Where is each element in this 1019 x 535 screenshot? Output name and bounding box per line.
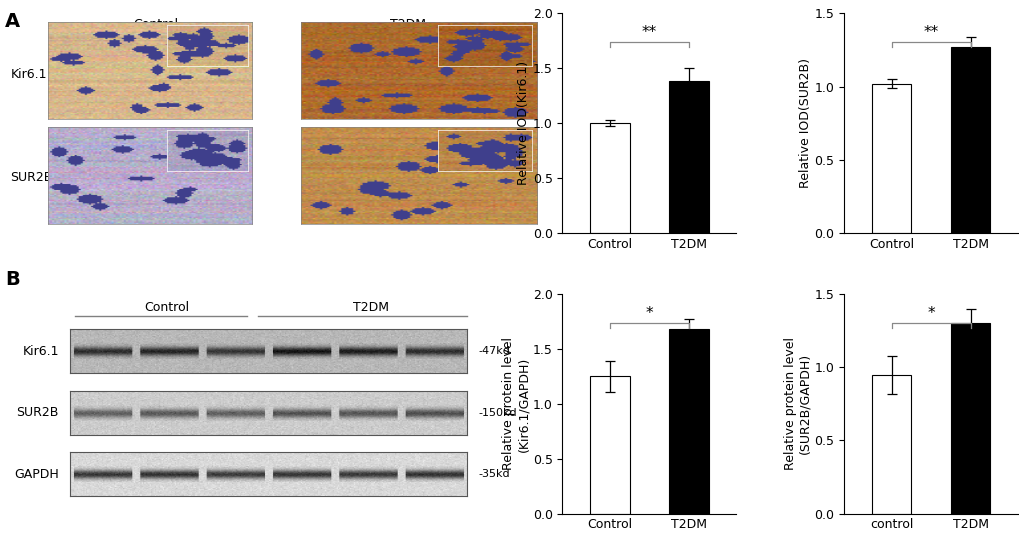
Text: **: **	[641, 25, 656, 40]
Text: Control: Control	[144, 301, 189, 314]
Bar	[590, 123, 629, 233]
Bar	[871, 83, 910, 233]
Y-axis label: Relative protein level
(Kir6.1/GAPDH): Relative protein level (Kir6.1/GAPDH)	[501, 338, 530, 470]
Text: GAPDH: GAPDH	[14, 468, 59, 480]
Text: -47kd: -47kd	[478, 346, 510, 356]
Text: -150kd: -150kd	[478, 408, 517, 418]
Bar	[668, 330, 708, 514]
Text: SUR2B: SUR2B	[10, 171, 53, 185]
Y-axis label: Relative protein level
(SUR2B/GAPDH): Relative protein level (SUR2B/GAPDH)	[783, 338, 811, 470]
Text: Kir6.1: Kir6.1	[10, 68, 47, 81]
Bar	[950, 324, 989, 514]
Text: Control: Control	[132, 18, 178, 31]
Text: **: **	[922, 25, 937, 40]
Text: Kir6.1: Kir6.1	[22, 345, 59, 358]
Text: *: *	[645, 306, 652, 321]
Bar	[590, 377, 629, 514]
Text: T2DM: T2DM	[353, 301, 388, 314]
Text: -35kd: -35kd	[478, 469, 510, 479]
Text: B: B	[5, 270, 19, 289]
Text: *: *	[926, 306, 934, 321]
Bar	[950, 47, 989, 233]
Y-axis label: Relative IOD(Kir6.1): Relative IOD(Kir6.1)	[517, 61, 530, 185]
Text: T2DM: T2DM	[390, 18, 426, 31]
Y-axis label: Relative IOD(SUR2B): Relative IOD(SUR2B)	[798, 58, 811, 188]
Bar	[871, 374, 910, 514]
Text: A: A	[5, 12, 20, 31]
Bar	[668, 81, 708, 233]
Text: SUR2B: SUR2B	[16, 406, 59, 419]
